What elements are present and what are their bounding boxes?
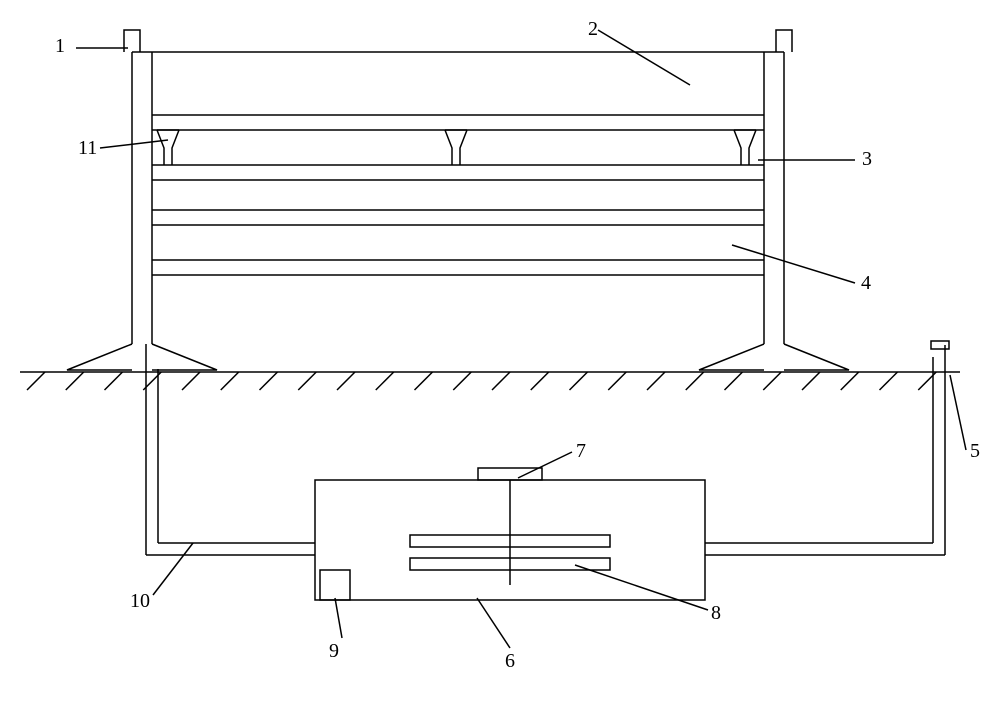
label-3: 3 [862, 148, 872, 171]
label-5: 5 [970, 440, 980, 463]
label-4: 4 [861, 272, 871, 295]
label-11: 11 [78, 137, 97, 160]
label-7: 7 [576, 440, 586, 463]
label-9: 9 [329, 640, 339, 663]
label-1: 1 [55, 35, 65, 58]
label-10: 10 [130, 590, 150, 613]
schematic-diagram [0, 0, 1000, 707]
label-2: 2 [588, 18, 598, 41]
label-6: 6 [505, 650, 515, 673]
label-8: 8 [711, 602, 721, 625]
